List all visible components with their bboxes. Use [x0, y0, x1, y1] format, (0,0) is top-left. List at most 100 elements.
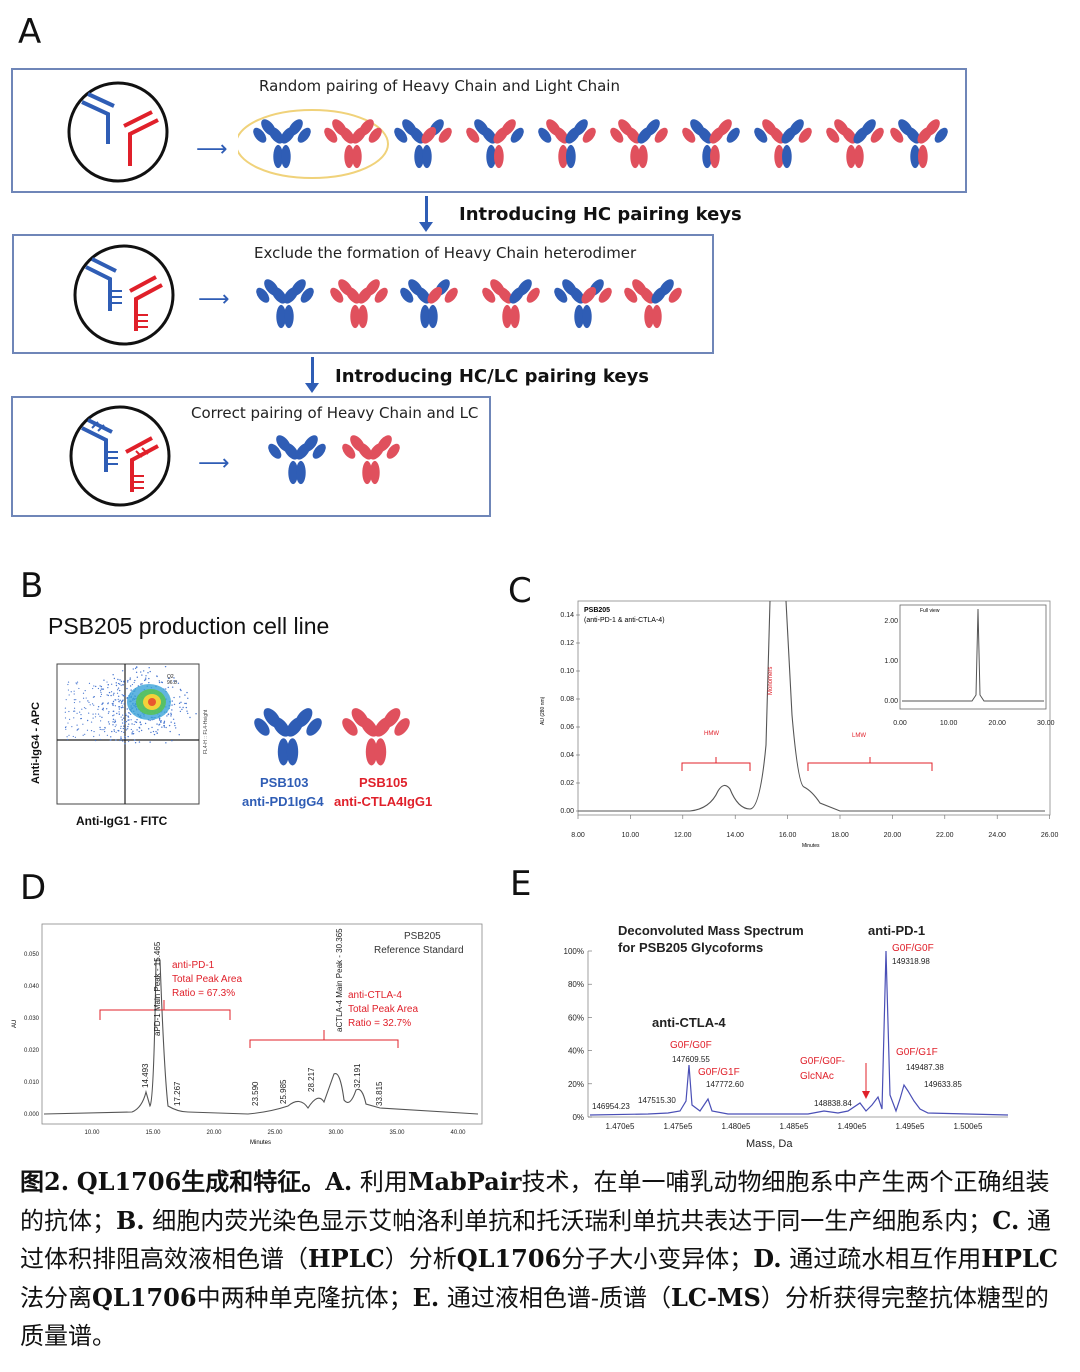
scatter-dot — [122, 695, 124, 697]
scatter-dot — [73, 717, 75, 719]
scatter-dot — [108, 723, 111, 725]
scatter-dot — [189, 716, 191, 719]
scatter-dot — [101, 716, 103, 719]
scatter-dot — [185, 702, 187, 705]
arrow1-head-icon — [419, 222, 433, 232]
row3-title: Correct pairing of Heavy Chain and LC — [191, 404, 479, 422]
scatter-dot — [144, 722, 147, 725]
scatter-dot — [124, 735, 126, 738]
row3-arrow-icon: ⟶ — [198, 450, 230, 475]
scatter-dot — [148, 677, 150, 680]
panel-b-title: PSB205 production cell line — [48, 613, 330, 639]
c-xtick: 24.00 — [988, 832, 1006, 839]
scatter-dot — [121, 694, 123, 696]
scatter-dot — [151, 726, 153, 729]
d-peak-label: 14.493 — [141, 1063, 150, 1088]
scatter-dot — [120, 725, 122, 727]
scatter-dot — [92, 687, 94, 690]
row2-chain-circle — [73, 244, 175, 346]
scatter-dot — [121, 670, 124, 672]
scatter-dot — [100, 693, 103, 695]
e-m-ctla-2: 147772.60 — [706, 1080, 744, 1089]
scatter-dot — [149, 719, 151, 722]
scatter-dot — [65, 728, 67, 730]
caption-c-bold2: QL1706 — [456, 1244, 562, 1273]
scatter-dot — [114, 720, 117, 723]
e-m-pd1-2: 149487.38 — [906, 1063, 944, 1072]
caption-b: B. — [116, 1205, 145, 1235]
c-xtick: 22.00 — [936, 832, 954, 839]
scatter-dot — [144, 677, 147, 679]
scatter-dot — [173, 696, 175, 699]
scatter-dot — [82, 697, 85, 699]
scatter-dot — [171, 704, 173, 706]
e-g0f-g1f-ctla: G0F/G1F — [698, 1067, 740, 1078]
scatter-dot — [147, 672, 149, 674]
scatter-dot — [184, 694, 186, 696]
c-inset-ytick: 2.00 — [884, 618, 898, 625]
scatter-dot — [122, 727, 125, 730]
scatter-dot — [177, 682, 180, 684]
scatter-dot — [74, 710, 76, 712]
caption-d: D. — [753, 1244, 782, 1273]
scatter-dot — [76, 683, 78, 685]
scatter-dot — [128, 712, 131, 714]
scatter-dot — [68, 710, 70, 713]
row2-antibodies — [256, 276, 682, 329]
caption-d-text3: 中两种单克隆抗体； — [196, 1283, 413, 1312]
e-glcnac1: G0F/G0F- — [800, 1056, 845, 1067]
c-xtick: 18.00 — [831, 832, 849, 839]
scatter-dot — [153, 733, 156, 736]
scatter-dot — [174, 724, 176, 727]
e-pd1: anti-PD-1 — [868, 923, 925, 938]
scatter-dot — [121, 730, 123, 733]
scatter-dot — [118, 711, 120, 713]
scatter-dot — [112, 718, 115, 721]
scatter-dot — [65, 726, 67, 728]
scatter-dot — [99, 726, 101, 729]
scatter-dot — [142, 670, 145, 672]
scatter-dot — [124, 713, 127, 715]
scatter-dot — [130, 719, 132, 721]
caption-c-text2: ）分析 — [384, 1245, 457, 1273]
scatter-dot — [114, 719, 116, 721]
d-xtick: 40.00 — [450, 1130, 466, 1136]
scatter-dot — [129, 685, 132, 687]
scatter-dot — [64, 717, 67, 719]
scatter-dot — [170, 721, 172, 723]
e-xtick: 1.485e5 — [780, 1122, 809, 1131]
scatter-dot — [67, 689, 70, 691]
scatter-dot — [75, 699, 77, 701]
arrow2-label: Introducing HC/LC pairing keys — [335, 366, 650, 387]
scatter-dot — [83, 707, 86, 709]
e-ctla4: anti-CTLA-4 — [652, 1015, 726, 1030]
scatter-dot — [125, 714, 127, 717]
scatter-dot — [116, 712, 118, 715]
scatter-dot — [111, 730, 113, 733]
scatter-dot — [115, 684, 118, 687]
scatter-dot — [117, 698, 119, 700]
scatter-dot — [173, 677, 175, 679]
scatter-dot — [144, 679, 147, 681]
d-ytick: 0.040 — [24, 984, 40, 990]
scatter-dot — [122, 706, 124, 709]
scatter-dot — [107, 694, 110, 697]
caption-d-bold2: QL1706 — [92, 1282, 197, 1312]
e-ytick: 100% — [564, 947, 584, 956]
e-ytick: 40% — [568, 1047, 584, 1056]
scatter-dot — [139, 721, 141, 724]
e-xtick: 1.480e5 — [722, 1122, 751, 1131]
c-inset-xtick: 20.00 — [988, 720, 1006, 727]
c-inset-xtick: 10.00 — [940, 720, 958, 727]
scatter-dot — [113, 730, 115, 732]
d-xlabel: Minutes — [250, 1140, 271, 1146]
c-inset-ytick: 1.00 — [884, 658, 898, 665]
scatter-dot — [90, 730, 93, 732]
scatter-dot — [140, 683, 142, 685]
d-peak-label: 28.217 — [307, 1067, 316, 1092]
scatter-dot — [118, 713, 120, 716]
scatter-dot — [179, 710, 182, 713]
scatter-dot — [170, 715, 172, 717]
scatter-dot — [120, 738, 122, 741]
scatter-dot — [129, 713, 132, 715]
